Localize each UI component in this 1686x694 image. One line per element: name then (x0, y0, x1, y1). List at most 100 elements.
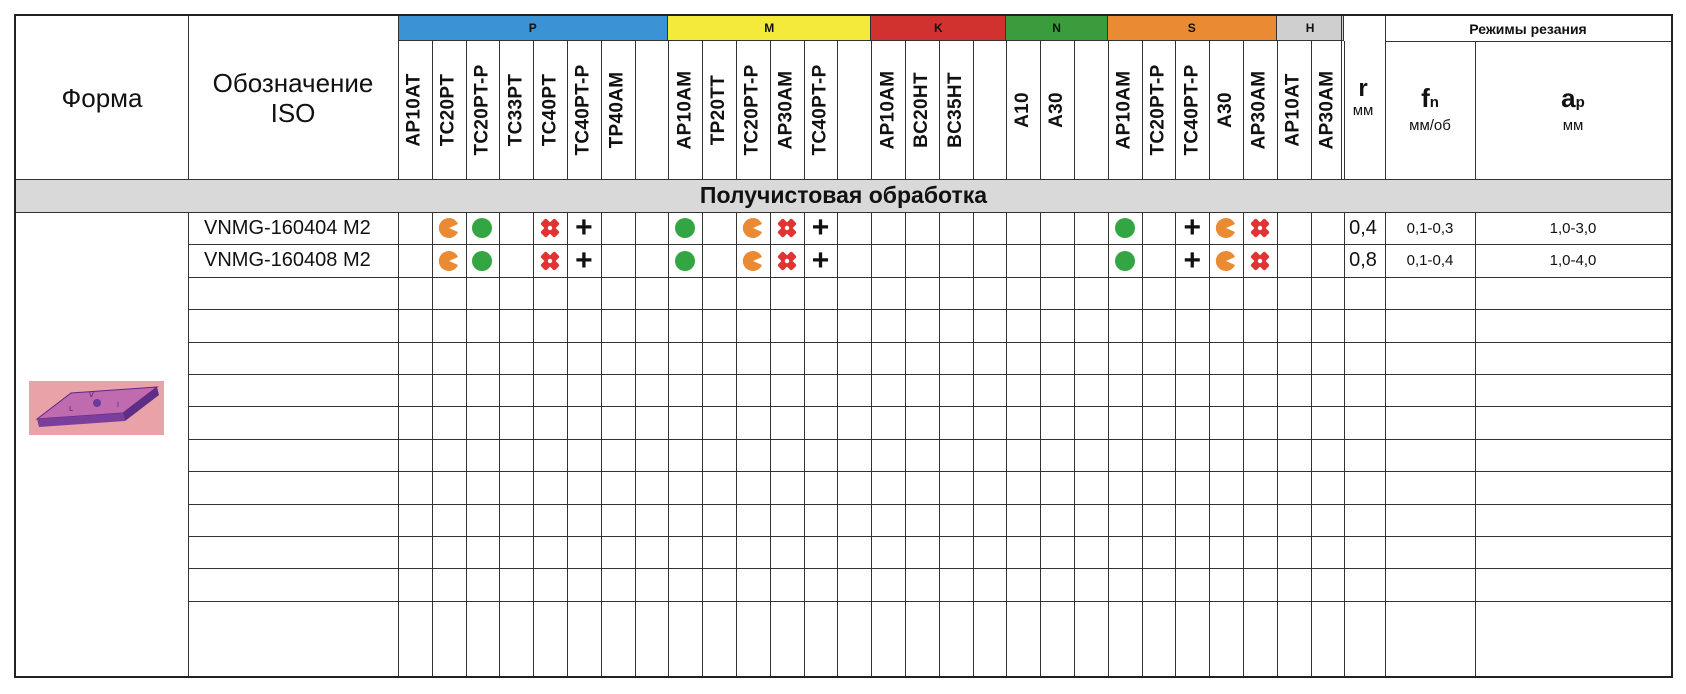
divider-grade (803, 212, 805, 676)
divider-grade-head (1040, 41, 1042, 179)
divider-grade (1243, 212, 1244, 676)
grade-label-text: AP30AM (1316, 70, 1338, 150)
r-header-unit: мм (1352, 101, 1374, 119)
ap-header: ap мм (1475, 41, 1671, 179)
green-dot-mark (466, 244, 500, 276)
grade-label-text: TC40PT-P (809, 64, 831, 156)
divider-grade (1006, 212, 1008, 676)
divider-grade (465, 212, 467, 676)
divider-grade (567, 212, 568, 676)
grade-label-s-ap30am: AP30AM (1243, 41, 1277, 179)
forma-header: Форма (16, 16, 188, 179)
divider-grade-head (736, 41, 737, 179)
forma-header-label: Форма (61, 82, 143, 113)
iso-designation: VNMG-160404 M2 (204, 216, 371, 239)
divider-row (188, 406, 1671, 408)
grade-label-text: AP10AM (674, 70, 696, 150)
plus-mark: + (1183, 243, 1202, 277)
divider-grade-head (431, 41, 433, 179)
divider-grade (871, 212, 873, 676)
grade-label-text: AP10AM (877, 70, 899, 150)
divider-row (188, 341, 1671, 343)
divider-iso-body (398, 212, 399, 676)
grade-label-p-tp40am: TP40AM (601, 41, 635, 179)
divider-row (188, 309, 1671, 311)
grade-label-text: TP40AM (606, 71, 628, 149)
divider-forma-body (188, 212, 189, 676)
divider-row (188, 471, 1671, 473)
r-header-label: r (1358, 74, 1368, 102)
green-dot-mark (466, 212, 500, 244)
group-header-h: H (1276, 16, 1345, 41)
ap-subscript: p (1575, 93, 1585, 111)
red-x-mark (770, 212, 804, 244)
grade-label-text: TP20TT (708, 74, 730, 146)
grade-label-p-tc20pt: TC20PT (432, 41, 466, 179)
divider-grade-head (533, 41, 535, 179)
divider-grade-head (1141, 41, 1143, 179)
divider-grade-head (567, 41, 568, 179)
grade-label-text: TC20PT-P (471, 64, 493, 156)
divider-grade-head (938, 41, 940, 179)
red-x-mark (770, 244, 804, 276)
red-x-mark (1243, 212, 1277, 244)
divider-grade-head (1107, 41, 1109, 179)
divider-grade-head (905, 41, 906, 179)
divider-grade-head (499, 41, 501, 179)
divider-grade (769, 212, 771, 676)
grade-label-m-ap30am: AP30AM (770, 41, 804, 179)
grade-label-k-ap10am: AP10AM (871, 41, 905, 179)
red-x-mark (533, 244, 567, 276)
plus-mark: + (575, 243, 593, 277)
plus-mark: + (811, 211, 830, 245)
divider-section-bottom (16, 212, 1671, 213)
divider-grade-head (1209, 41, 1211, 179)
divider-grade-head (1074, 41, 1075, 179)
divider-grade-head (1344, 41, 1346, 179)
orange-c-mark (432, 244, 466, 276)
grade-label-m-ap10am: AP10AM (668, 41, 702, 179)
grade-label-s-a30: A30 (1209, 41, 1243, 179)
grade-label-p-tc40pt-p: TC40PT-P (567, 41, 601, 179)
divider-row (188, 536, 1671, 537)
divider-iso (398, 16, 399, 179)
divider-grade (702, 212, 704, 676)
divider-grade-head (1175, 41, 1177, 179)
divider-header-bottom (16, 179, 1671, 180)
iso-header-line2: ISO (270, 97, 316, 128)
divider-grade-head (1310, 41, 1312, 179)
plus-mark: + (811, 243, 830, 277)
grade-label-p-tc40pt: TC40PT (533, 41, 567, 179)
orange-c-mark (736, 212, 770, 244)
divider-grade (1209, 212, 1211, 676)
green-dot-mark (1108, 244, 1142, 276)
divider-grade-head (600, 41, 602, 179)
grade-label-p-ap10at: AP10AT (398, 41, 432, 179)
divider-grade (668, 212, 670, 676)
divider-grade (1074, 212, 1075, 676)
fn-header-unit: мм/об (1409, 116, 1451, 134)
divider-grade (431, 212, 433, 676)
iso-header-line1: Обозначение (212, 67, 374, 98)
orange-c-mark (736, 244, 770, 276)
divider-grade (499, 212, 501, 676)
fn-value: 0,1-0,4 (1406, 252, 1454, 270)
green-dot-mark (668, 244, 702, 276)
ap-header-label: ap (1561, 85, 1585, 116)
green-dot-mark (1108, 212, 1142, 244)
divider-row (188, 503, 1671, 505)
divider-grade (1310, 212, 1312, 676)
grade-label-p-tc20pt-p: TC20PT-P (466, 41, 500, 179)
grade-label-n-a10: A10 (1006, 41, 1040, 179)
grade-label-text: A10 (1012, 92, 1034, 128)
grade-label-text: A30 (1046, 92, 1068, 128)
svg-text:l: l (117, 401, 119, 409)
divider-grade (1175, 212, 1177, 676)
divider-grade (1040, 212, 1042, 676)
divider-row (188, 276, 1671, 278)
fn-letter: f (1421, 82, 1430, 113)
green-dot-mark (668, 212, 702, 244)
divider-grade-head (803, 41, 805, 179)
ap-value: 1,0-4,0 (1549, 252, 1597, 270)
divider-grade (600, 212, 602, 676)
